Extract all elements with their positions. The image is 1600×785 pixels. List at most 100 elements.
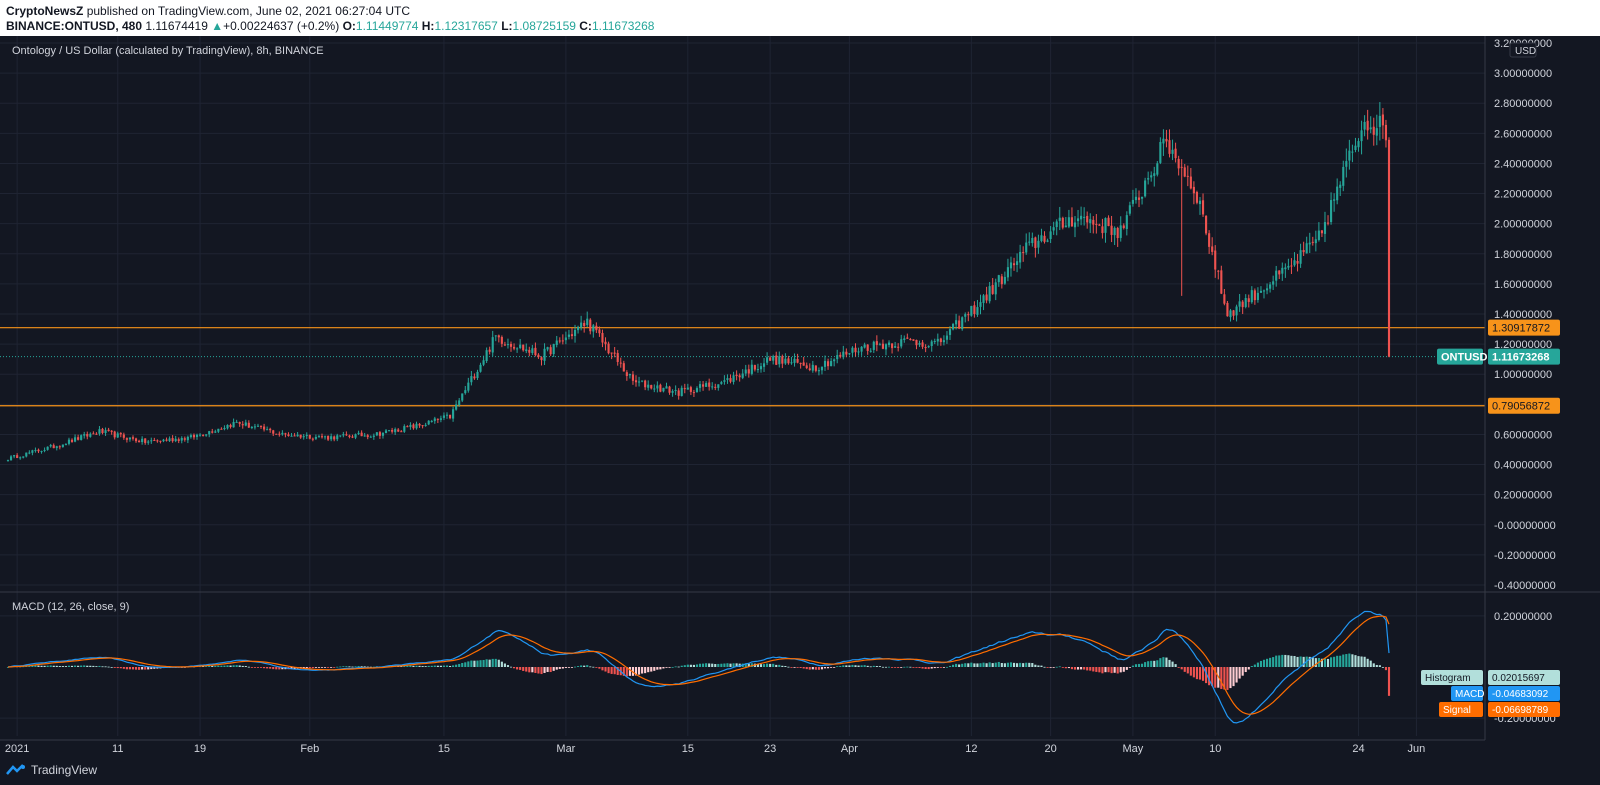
macd-histogram-bar <box>924 667 927 669</box>
macd-histogram-bar <box>567 667 571 668</box>
macd-histogram-bar <box>366 666 369 668</box>
y-tick-label: 2.40000000 <box>1494 158 1552 170</box>
candle-body <box>16 455 19 459</box>
macd-histogram-bar <box>58 666 61 667</box>
macd-histogram-bar <box>695 664 699 667</box>
candle-body <box>625 372 628 376</box>
candle-body <box>1317 230 1320 240</box>
candle-body <box>1360 130 1363 142</box>
candle-body <box>1235 306 1238 316</box>
macd-histogram-bar <box>1076 667 1080 670</box>
macd-histogram-bar <box>1192 667 1195 678</box>
candle-body <box>1070 217 1074 227</box>
candle-body <box>674 390 677 392</box>
candle-body <box>89 433 92 437</box>
macd-histogram-bar <box>955 663 958 667</box>
candle-body <box>1162 138 1165 144</box>
macd-histogram-bar <box>500 661 503 667</box>
macd-histogram-bar <box>244 666 247 667</box>
tradingview-brand[interactable]: TradingView <box>6 763 97 777</box>
candle-body <box>1110 225 1113 235</box>
candle-body <box>1022 252 1025 254</box>
candle-body <box>400 431 403 433</box>
macd-histogram-bar <box>70 665 74 667</box>
candle-body <box>491 337 494 353</box>
candle-body <box>1320 230 1323 234</box>
candle-body <box>1031 237 1034 244</box>
x-tick-label: 15 <box>682 743 694 755</box>
candle-body <box>1183 167 1186 177</box>
macd-value-box <box>1488 686 1560 701</box>
candle-body <box>912 339 915 341</box>
macd-histogram-bar <box>1278 655 1281 667</box>
macd-histogram-bar <box>939 667 942 668</box>
candle-body <box>897 346 900 348</box>
macd-histogram-bar <box>985 663 988 667</box>
candle-body <box>970 305 973 316</box>
candle-body <box>915 339 918 346</box>
macd-histogram-bar <box>1180 667 1183 670</box>
macd-histogram-bar <box>1351 654 1354 667</box>
candle-body <box>1140 196 1144 199</box>
macd-histogram-bar <box>1046 667 1049 668</box>
candle-body <box>732 375 735 382</box>
macd-histogram-bar <box>1378 665 1381 667</box>
candle-body <box>159 440 162 442</box>
candle-body <box>107 429 110 432</box>
macd-histogram-bar <box>494 658 497 667</box>
macd-histogram-bar <box>891 667 894 668</box>
x-tick-label: 12 <box>965 743 977 755</box>
macd-histogram-bar <box>491 658 494 667</box>
chart-svg[interactable]: 3.200000003.000000002.800000002.60000000… <box>0 36 1600 756</box>
macd-histogram-bar <box>759 664 763 667</box>
candle-body <box>1076 218 1080 222</box>
candle-body <box>110 430 113 432</box>
candle-body <box>939 338 942 343</box>
candle-body <box>1000 276 1003 285</box>
macd-histogram-bar <box>1162 657 1165 667</box>
macd-histogram-bar <box>473 660 476 667</box>
chart-area[interactable]: 3.200000003.000000002.800000002.60000000… <box>0 36 1600 756</box>
candle-body <box>570 334 574 337</box>
candle-body <box>375 432 378 436</box>
candle-body <box>918 343 921 345</box>
macd-histogram-bar <box>793 667 796 668</box>
candle-body <box>83 434 86 436</box>
candle-body <box>717 384 720 388</box>
macd-histogram-bar <box>601 667 604 671</box>
candle-body <box>284 433 287 435</box>
macd-histogram-bar <box>1290 655 1293 667</box>
candle-body <box>247 422 250 428</box>
macd-histogram-bar <box>714 664 717 667</box>
candle-body <box>1174 148 1177 159</box>
macd-histogram-bar <box>1043 666 1046 668</box>
y-tick-label: -0.20000000 <box>1494 550 1556 562</box>
candle-body <box>345 434 348 436</box>
macd-histogram-bar <box>982 662 985 667</box>
candle-body <box>357 432 360 434</box>
macd-histogram-bar <box>342 666 345 668</box>
candle-body <box>1323 222 1327 234</box>
candle-body <box>339 435 342 437</box>
macd-histogram-bar <box>869 666 872 668</box>
candle-body <box>80 435 83 440</box>
publisher-name[interactable]: CryptoNewsZ <box>6 4 84 18</box>
candle-body <box>857 351 860 353</box>
macd-histogram-bar <box>28 665 31 667</box>
macd-title: MACD (12, 26, close, 9) <box>12 601 129 613</box>
macd-histogram-bar <box>1086 667 1089 671</box>
macd-histogram-bar <box>543 667 546 673</box>
macd-histogram-bar <box>945 666 949 668</box>
current-price-label: 1.11673268 <box>1492 352 1550 364</box>
candle-body <box>769 357 772 361</box>
macd-histogram-bar <box>31 665 34 667</box>
candle-body <box>1229 310 1232 318</box>
candle-body <box>455 404 458 410</box>
candle-body <box>1232 310 1235 316</box>
candle-body <box>830 361 833 367</box>
y-tick-label: 1.20000000 <box>1494 339 1552 351</box>
macd-histogram-bar <box>266 667 269 669</box>
macd-histogram-bar <box>689 664 692 667</box>
candle-body <box>397 429 400 432</box>
macd-histogram-bar <box>863 665 866 667</box>
